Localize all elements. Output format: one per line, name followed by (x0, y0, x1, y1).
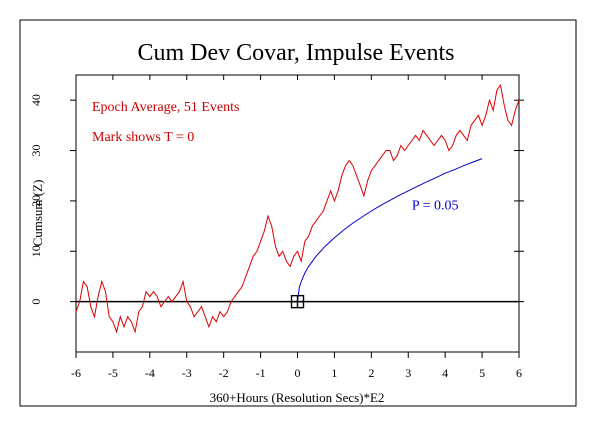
x-tick-label: -6 (71, 366, 81, 380)
t0-marker (290, 294, 305, 309)
x-tick-label: 5 (479, 366, 485, 380)
y-tick-label: 10 (29, 245, 43, 257)
x-tick-label: -2 (219, 366, 229, 380)
x-tick-label: -5 (108, 366, 118, 380)
y-axis-ticks: 0 10 20 30 40 (29, 94, 524, 305)
x-tick-label: 4 (442, 366, 448, 380)
x-tick-label: -3 (182, 366, 192, 380)
cumsum-series-line (75, 83, 520, 334)
y-tick-label: 0 (29, 299, 43, 305)
y-axis-label: Cumsum (Z) (30, 180, 45, 247)
envelope-label: P = 0.05 (412, 199, 459, 214)
y-tick-label: 30 (29, 145, 43, 157)
chart-frame (19, 19, 577, 407)
x-axis-ticks: -6 -5 -4 -3 -2 -1 0 1 2 3 4 5 6 (71, 75, 522, 380)
x-axis-label: 360+Hours (Resolution Secs)*E2 (210, 390, 385, 405)
significance-envelope-line (297, 158, 483, 302)
x-tick-label: -1 (256, 366, 266, 380)
y-tick-label: 20 (29, 195, 43, 207)
x-tick-label: 3 (405, 366, 411, 380)
y-tick-label: 40 (29, 94, 43, 106)
x-tick-label: 1 (331, 366, 337, 380)
annotation-mark-t0: Mark shows T = 0 (92, 130, 194, 145)
x-tick-label: -4 (145, 366, 155, 380)
annotation-epoch-average: Epoch Average, 51 Events (92, 100, 239, 115)
x-tick-label: 6 (516, 366, 522, 380)
x-tick-label: 0 (295, 366, 301, 380)
chart-title: Cum Dev Covar, Impulse Events (138, 40, 455, 66)
x-tick-label: 2 (368, 366, 374, 380)
